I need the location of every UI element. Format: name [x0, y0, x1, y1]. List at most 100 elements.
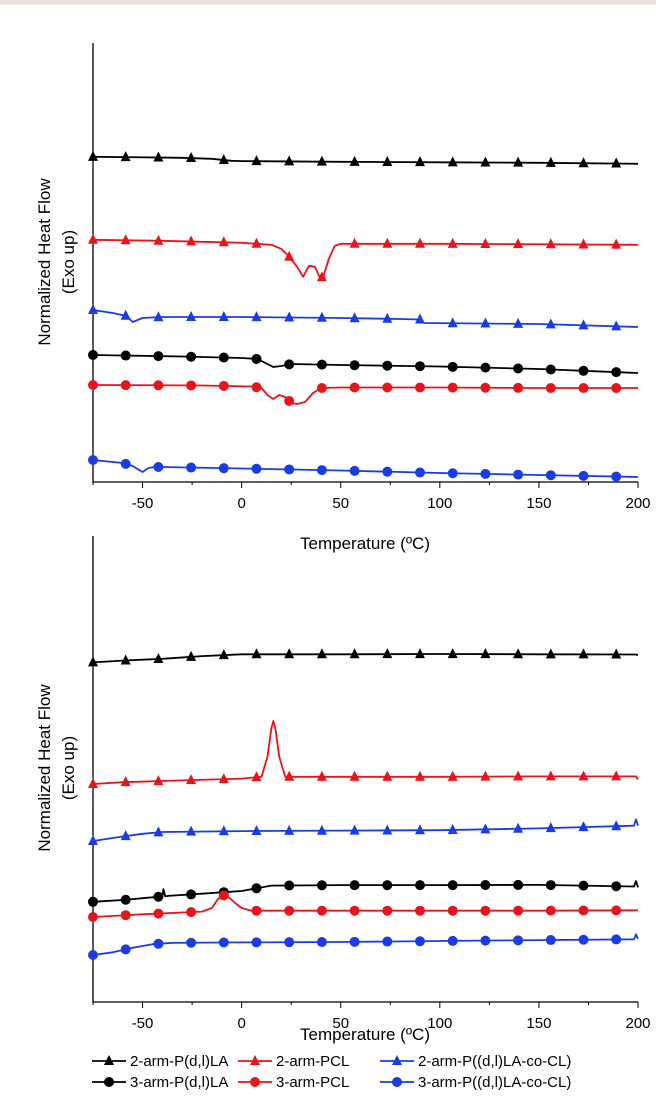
bottom-marker-2-arm-p-d-l-la — [578, 648, 589, 659]
legend-marker — [250, 1077, 260, 1087]
bottom-marker-2-arm-p-d-l-la — [415, 648, 425, 659]
bottom-marker-3-arm-p-d-l-la-co-cl — [611, 934, 622, 945]
top-marker-2-arm-p-d-l-la-co-cl — [447, 317, 458, 328]
top-marker-3-arm-p-d-l-la-co-cl — [415, 467, 425, 478]
bottom-marker-3-arm-pcl — [578, 905, 589, 916]
top-marker-2-arm-p-d-l-la — [251, 155, 262, 166]
top-marker-2-arm-pcl — [578, 238, 589, 249]
bottom-marker-2-arm-pcl — [415, 770, 425, 781]
bottom-marker-3-arm-pcl — [251, 905, 262, 916]
bottom-marker-3-arm-p-d-l-la — [88, 896, 98, 907]
bottom-curve-3-arm-p-d-l-la — [92, 880, 639, 903]
bottom-marker-2-arm-p-d-l-la-co-cl — [284, 824, 295, 835]
bottom-marker-2-arm-p-d-l-la-co-cl — [251, 825, 262, 836]
top-marker-3-arm-p-d-l-la — [545, 364, 556, 375]
top-marker-2-arm-p-d-l-la-co-cl — [88, 304, 98, 314]
top-marker-3-arm-p-d-l-la — [218, 352, 229, 363]
bottom-marker-3-arm-pcl — [120, 910, 131, 921]
bottom-marker-2-arm-pcl — [251, 771, 262, 782]
top-marker-3-arm-p-d-l-la-co-cl — [153, 462, 164, 472]
top-marker-2-arm-pcl — [153, 234, 164, 245]
top-x-axis-title: Temperature (ºC) — [300, 534, 430, 553]
legend-item-2-arm-pcl: 2-arm-PCL — [238, 1053, 349, 1070]
top-marker-3-arm-p-d-l-la — [153, 351, 164, 362]
bottom-marker-3-arm-p-d-l-la-co-cl — [186, 937, 197, 948]
top-marker-3-arm-p-d-l-la — [447, 361, 458, 372]
bottom-marker-2-arm-p-d-l-la-co-cl — [447, 823, 458, 834]
top-marker-3-arm-p-d-l-la-co-cl — [611, 471, 622, 482]
bottom-marker-2-arm-p-d-l-la — [611, 648, 622, 659]
legend-label: 2-arm-P((d,l)LA-co-CL) — [418, 1053, 571, 1070]
bottom-marker-2-arm-p-d-l-la — [251, 648, 262, 659]
bottom-marker-3-arm-pcl — [447, 905, 458, 916]
top-marker-3-arm-p-d-l-la — [316, 359, 327, 370]
top-marker-2-arm-p-d-l-la-co-cl — [284, 311, 295, 322]
bottom-marker-3-arm-p-d-l-la — [545, 880, 556, 891]
top-panel-axes — [92, 43, 638, 483]
bottom-marker-3-arm-p-d-l-la — [415, 880, 425, 891]
legend-label: 2-arm-P(d,l)LA — [130, 1053, 228, 1070]
bottom-marker-2-arm-p-d-l-la-co-cl — [120, 830, 131, 841]
top-marker-3-arm-p-d-l-la — [120, 350, 131, 361]
top-marker-2-arm-p-d-l-la — [120, 151, 131, 162]
bottom-marker-2-arm-p-d-l-la — [120, 654, 131, 665]
top-panel-markers — [88, 150, 622, 482]
top-marker-3-arm-p-d-l-la-co-cl — [316, 465, 327, 476]
bottom-marker-3-arm-p-d-l-la — [186, 889, 197, 900]
bottom-panel: -50 0 50 100 150 200 Temperature (ºC) Normali… — [35, 536, 651, 1044]
bottom-marker-3-arm-p-d-l-la-co-cl — [415, 936, 425, 947]
bottom-marker-2-arm-p-d-l-la-co-cl — [349, 824, 360, 835]
top-marker-3-arm-pcl — [447, 382, 458, 393]
bottom-marker-3-arm-p-d-l-la-co-cl — [316, 937, 327, 948]
bottom-marker-2-arm-pcl — [611, 770, 622, 781]
bottom-marker-2-arm-p-d-l-la — [316, 648, 327, 659]
bottom-marker-2-arm-p-d-l-la — [349, 648, 360, 659]
top-curve-2-arm-p-d-l-la — [92, 155, 639, 165]
top-x-tick-label: 100 — [427, 495, 452, 512]
top-marker-3-arm-p-d-l-la-co-cl — [382, 466, 393, 477]
bottom-marker-2-arm-pcl — [153, 775, 164, 786]
bottom-marker-2-arm-pcl — [284, 770, 295, 781]
top-marker-2-arm-pcl — [218, 236, 229, 247]
top-marker-2-arm-pcl — [284, 250, 295, 261]
bottom-panel-markers — [88, 648, 622, 960]
bottom-x-tick-label: 100 — [427, 1015, 452, 1032]
top-marker-3-arm-p-d-l-la — [578, 365, 589, 376]
bottom-marker-3-arm-pcl — [316, 905, 327, 916]
top-marker-2-arm-pcl — [480, 237, 491, 248]
legend-marker — [104, 1077, 114, 1087]
bottom-marker-3-arm-p-d-l-la — [578, 880, 589, 891]
bottom-marker-2-arm-p-d-l-la — [545, 648, 556, 659]
top-y-axis-title-line1: Normalized Heat Flow — [35, 178, 54, 346]
bottom-marker-3-arm-pcl — [88, 912, 98, 922]
bottom-marker-2-arm-pcl — [382, 770, 393, 781]
bottom-marker-3-arm-pcl — [480, 905, 491, 916]
top-marker-2-arm-p-d-l-la-co-cl — [153, 311, 164, 322]
top-marker-2-arm-p-d-l-la — [349, 155, 360, 166]
bottom-marker-3-arm-p-d-l-la — [611, 881, 622, 892]
top-marker-3-arm-p-d-l-la-co-cl — [186, 462, 197, 473]
top-marker-3-arm-pcl — [284, 396, 295, 406]
legend: 2-arm-P(d,l)LA 2-arm-PCL 2-arm-P((d,l)LA-c… — [92, 1053, 571, 1091]
bottom-marker-2-arm-p-d-l-la-co-cl — [611, 820, 622, 831]
top-marker-3-arm-pcl — [545, 383, 556, 393]
bottom-curve-2-arm-pcl — [92, 720, 639, 785]
top-marker-3-arm-pcl — [480, 382, 491, 393]
top-marker-3-arm-p-d-l-la-co-cl — [218, 463, 229, 474]
top-marker-3-arm-pcl — [120, 380, 131, 391]
bottom-marker-3-arm-p-d-l-la — [120, 894, 131, 905]
bottom-marker-2-arm-p-d-l-la-co-cl — [218, 825, 229, 836]
legend-item-3-arm-p-d-l-la: 3-arm-P(d,l)LA — [92, 1074, 228, 1091]
top-y-axis-title-line2: (Exo up) — [59, 230, 78, 294]
top-marker-3-arm-pcl — [316, 382, 327, 393]
bottom-marker-2-arm-pcl — [316, 770, 327, 781]
bottom-panel-axes — [92, 536, 638, 1003]
bottom-marker-3-arm-pcl — [545, 905, 556, 916]
bottom-marker-2-arm-pcl — [218, 773, 229, 784]
bottom-marker-2-arm-p-d-l-la — [88, 656, 98, 667]
bottom-x-tick-label: 0 — [237, 1015, 245, 1032]
top-marker-2-arm-pcl — [88, 233, 98, 244]
legend-label: 2-arm-PCL — [276, 1053, 349, 1070]
bottom-marker-2-arm-p-d-l-la-co-cl — [88, 835, 98, 845]
